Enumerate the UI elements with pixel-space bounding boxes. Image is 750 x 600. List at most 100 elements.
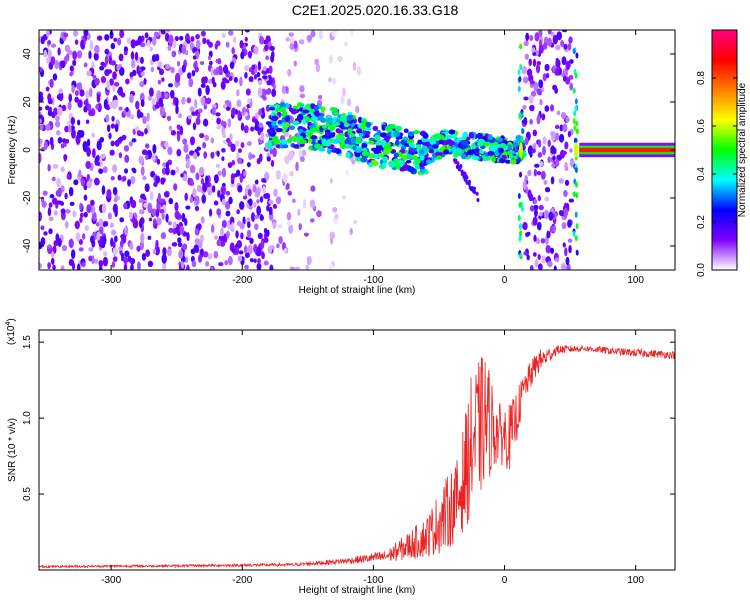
spectrogram-cell	[275, 196, 282, 205]
spectrogram-cell	[282, 144, 289, 149]
spectrogram-cell	[483, 155, 491, 161]
spectrogram-cell	[253, 201, 257, 208]
spectrogram-cell	[161, 77, 165, 82]
spectrogram-cell	[256, 246, 262, 257]
spectrogram-cell	[68, 238, 74, 249]
spectrogram-cell	[542, 42, 548, 50]
spectrogram-cell	[556, 31, 562, 41]
spectrogram-cell	[47, 93, 52, 102]
spectrogram-cell	[106, 188, 112, 199]
chart-title: C2E1.2025.020.16.33.G18	[291, 2, 459, 18]
spectrogram-cell	[532, 252, 537, 257]
spectrogram-cell	[165, 213, 169, 223]
spectrogram-cell	[460, 154, 466, 159]
spectrogram-cell	[561, 30, 568, 33]
spectrogram-cell	[123, 51, 128, 56]
spectrogram-cell	[512, 141, 519, 147]
spectrogram-cell	[539, 161, 544, 167]
spectrogram-cell	[352, 61, 357, 71]
spectrogram-cell	[563, 207, 569, 218]
spectrogram-cell	[299, 93, 306, 99]
spectrogram-cell	[293, 40, 298, 49]
spectrogram-cell	[458, 167, 462, 172]
snr-x-ticks: -300 -200 -100 0 100	[101, 330, 644, 586]
spectrogram-cell	[231, 248, 236, 253]
spectrogram-cell	[198, 166, 205, 176]
spectrogram-cell	[216, 208, 222, 216]
spectrogram-cell	[520, 112, 524, 119]
spectrogram-cell	[287, 68, 292, 77]
snr-y-multiplier-base: (x10	[6, 325, 17, 345]
spectrogram-cell	[50, 43, 57, 48]
spectrogram-cell	[517, 85, 521, 92]
spectrogram-cell	[537, 263, 543, 270]
spectrogram-cell	[375, 141, 383, 146]
spectrogram-cell	[114, 235, 118, 243]
spectrogram-cell	[537, 139, 542, 148]
spectrogram-cell	[304, 103, 310, 110]
spectrogram-cell	[284, 115, 291, 122]
spectrogram-cell	[544, 105, 550, 112]
spectrogram-cell	[256, 262, 262, 270]
spectrogram-cell	[261, 251, 265, 260]
spectrogram-cell	[166, 248, 172, 257]
spectrogram-cell	[182, 138, 188, 145]
spectrogram-cell	[222, 132, 227, 139]
spectrogram-cell	[253, 243, 258, 253]
spectrogram-cell	[145, 154, 149, 161]
spectrogram-cell	[269, 45, 275, 52]
spectrogram-cell	[253, 45, 259, 55]
spectrogram-cell	[555, 44, 561, 51]
spectrogram-cell	[563, 43, 568, 50]
spectrogram-cell	[429, 139, 436, 146]
spectrogram-cell	[327, 77, 333, 83]
spectrogram-cell	[229, 61, 235, 70]
spectrogram-cell	[533, 234, 537, 242]
spectrogram-cell	[155, 175, 161, 184]
spectrogram-cell	[541, 255, 546, 264]
spectrogram-cell	[575, 120, 579, 127]
spectrogram-cell	[428, 148, 434, 154]
spectrogram-cell	[259, 196, 264, 203]
spectrogram-cell	[53, 209, 58, 216]
spectrogram-cell	[515, 134, 522, 142]
spectrogram-cell	[137, 261, 141, 270]
spectrogram-cell	[539, 99, 543, 106]
spectrogram-cell	[43, 231, 48, 236]
spectrogram-cell	[547, 139, 551, 147]
spectrogram-cell	[39, 95, 44, 103]
spectrogram-cell	[191, 260, 197, 268]
spectrogram-cell	[354, 152, 361, 158]
spectrogram-cell	[60, 265, 65, 270]
spectrogram-cell	[289, 37, 295, 44]
spectrogram-cell	[110, 140, 115, 147]
spectrogram-cell	[554, 67, 560, 76]
spectrogram-cell	[275, 169, 281, 180]
spectrogram-cell	[86, 70, 92, 77]
spectrogram-cell	[80, 178, 85, 187]
spectrogram-cell	[162, 247, 167, 256]
spectrogram-cell	[109, 149, 115, 156]
spectrogram-cell	[224, 260, 229, 266]
spectrogram-cell	[106, 124, 111, 133]
spectrogram-cell	[160, 177, 165, 185]
spectrogram-cell	[151, 36, 157, 46]
spectrogram-cell	[244, 252, 250, 259]
spectrogram-cell	[225, 106, 231, 111]
spectrogram-cell	[281, 85, 286, 95]
spectrogram-cell	[40, 225, 45, 231]
spectrogram-cell	[416, 144, 422, 150]
spectrogram-cell	[151, 54, 157, 62]
spectrogram-cell	[331, 78, 337, 85]
spectrogram-cell	[139, 112, 144, 118]
spectrogram-cell	[572, 118, 576, 125]
spectrogram-cell	[192, 122, 197, 131]
spectrogram-cell	[168, 34, 174, 45]
spectrogram-cell	[200, 96, 206, 104]
spectrogram-cell	[60, 166, 65, 172]
spectrogram-cell	[142, 175, 147, 181]
spectrogram-cell	[264, 44, 269, 52]
spectrogram-cell	[317, 115, 324, 121]
colorbar-ticks: 0.0 0.2 0.4 0.6 0.8	[696, 71, 737, 277]
spectrogram-cell	[412, 130, 421, 135]
